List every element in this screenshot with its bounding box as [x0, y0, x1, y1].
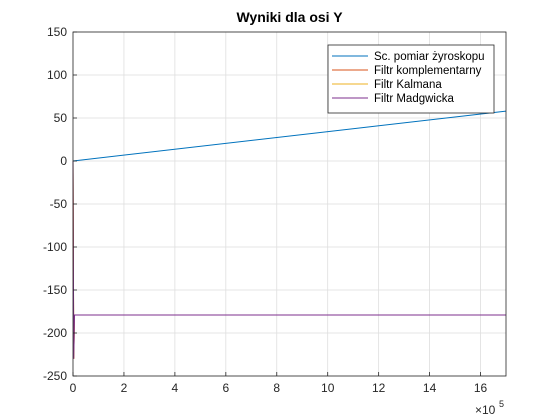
y-tick-label: -200	[43, 326, 67, 340]
x-exponent-power: 5	[499, 399, 504, 409]
legend-label: Sc. pomiar żyroskopu	[374, 51, 485, 63]
x-tick-label: 12	[372, 381, 386, 395]
legend-label: Filtr komplementarny	[374, 65, 482, 77]
chart-title: Wyniki dla osi Y	[236, 9, 343, 25]
x-tick-label: 0	[70, 381, 77, 395]
legend-label: Filtr Madgwicka	[374, 93, 454, 105]
y-tick-label: -50	[50, 197, 68, 211]
y-tick-label: 0	[60, 154, 67, 168]
y-tick-label: -100	[43, 240, 67, 254]
x-tick-label: 8	[273, 381, 280, 395]
y-tick-label: -250	[43, 369, 67, 383]
x-tick-label: 16	[474, 381, 488, 395]
legend-items: Sc. pomiar żyroskopu Filtr komplementarny…	[332, 51, 485, 105]
x-tick-label: 2	[121, 381, 128, 395]
y-tick-label: 150	[47, 25, 67, 39]
y-tick-label: 50	[54, 111, 68, 125]
x-tick-label: 6	[222, 381, 229, 395]
legend: Sc. pomiar żyroskopu Filtr komplementarny…	[327, 44, 495, 114]
x-tick-label: 4	[172, 381, 179, 395]
x-tick-label: 14	[423, 381, 437, 395]
y-tick-label: -150	[43, 283, 67, 297]
legend-label: Filtr Kalmana	[374, 79, 442, 91]
x-tick-label: 10	[321, 381, 335, 395]
x-exponent-base: ×10	[475, 403, 496, 417]
y-tick-label: 100	[47, 68, 67, 82]
ticks-group: 0 2 4 6 8 10 12 14 16 -250 -200 -150 -100 -50 0 50 100 15…	[43, 25, 488, 395]
x-exponent-label: ×10 5	[475, 399, 504, 417]
series-line-1	[72, 110, 507, 162]
